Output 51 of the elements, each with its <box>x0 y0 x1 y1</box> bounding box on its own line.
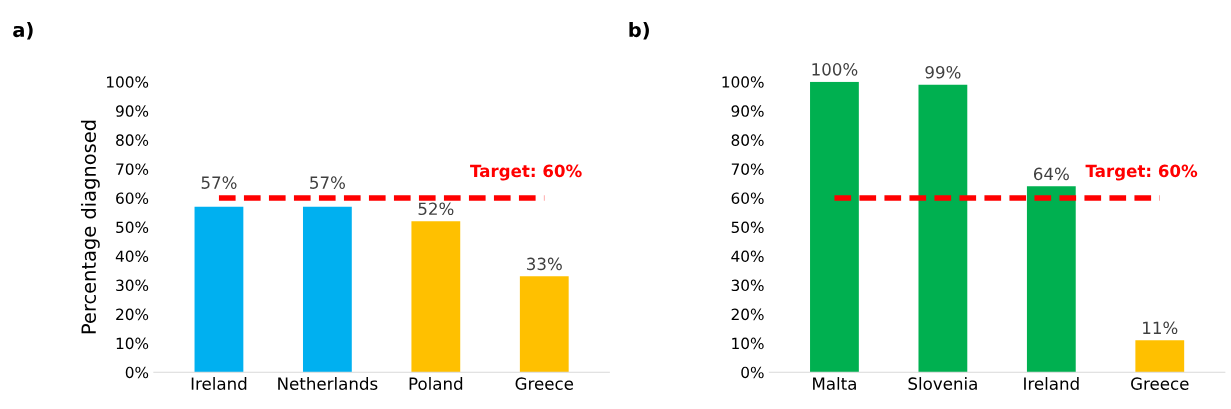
y-tick-label: 40% <box>731 250 764 263</box>
y-tick-label: 80% <box>116 134 149 146</box>
y-tick-label: 10% <box>732 337 764 350</box>
y-tick-label: 50% <box>116 221 149 234</box>
x-tick-label: Malta <box>813 377 856 390</box>
x-tick-label: Poland <box>409 377 463 390</box>
bar <box>194 206 244 373</box>
text: b) <box>629 22 649 40</box>
x-tick-label: Netherlands <box>278 377 378 390</box>
bar <box>519 276 569 373</box>
ref-line-label: Target: 60% <box>1085 164 1198 181</box>
y-tick-label: 60% <box>731 192 764 204</box>
bar <box>1135 340 1185 373</box>
y-tick-label: 20% <box>731 308 764 321</box>
y-tick-label: 0% <box>125 366 149 379</box>
x-tick-label: Slovenia <box>908 377 977 390</box>
y-tick-label: 90% <box>116 105 149 117</box>
bar <box>810 81 859 373</box>
x-tick-label: Greece <box>515 377 574 390</box>
data-label: 100% <box>812 63 858 76</box>
y-tick-label: 30% <box>731 279 764 292</box>
x-tick-label: Ireland <box>191 377 247 390</box>
x-tick-label: Greece <box>1131 377 1189 390</box>
y-tick-label: 60% <box>116 192 149 204</box>
bar <box>918 84 968 373</box>
y-tick-label: 30% <box>116 279 149 292</box>
bar <box>1026 186 1076 373</box>
y-tick-label: 100% <box>107 76 149 88</box>
text: a) <box>13 22 33 40</box>
y-axis-title: Percentage diagnosed <box>80 120 100 334</box>
y-tick-label: 70% <box>731 163 764 175</box>
data-label: 33% <box>527 257 562 271</box>
data-label: 11% <box>1143 321 1178 335</box>
data-label: 57% <box>310 176 345 189</box>
data-label: 64% <box>1033 167 1069 181</box>
x-tick-label: Ireland <box>1024 377 1079 390</box>
bar <box>411 221 461 373</box>
y-tick-label: 70% <box>116 163 149 175</box>
y-tick-label: 50% <box>731 221 764 234</box>
y-tick-label: 90% <box>731 105 764 117</box>
y-tick-label: 40% <box>115 250 149 263</box>
ref-line-label: Target: 60% <box>470 164 582 181</box>
y-tick-label: 10% <box>116 337 149 350</box>
data-label: 99% <box>925 65 961 79</box>
bar <box>302 206 352 373</box>
data-label: 57% <box>201 176 237 189</box>
y-tick-label: 80% <box>731 134 764 146</box>
data-label: 52% <box>418 202 454 216</box>
y-tick-label: 0% <box>741 366 764 379</box>
y-tick-label: 20% <box>116 308 149 321</box>
y-tick-label: 100% <box>722 76 764 88</box>
